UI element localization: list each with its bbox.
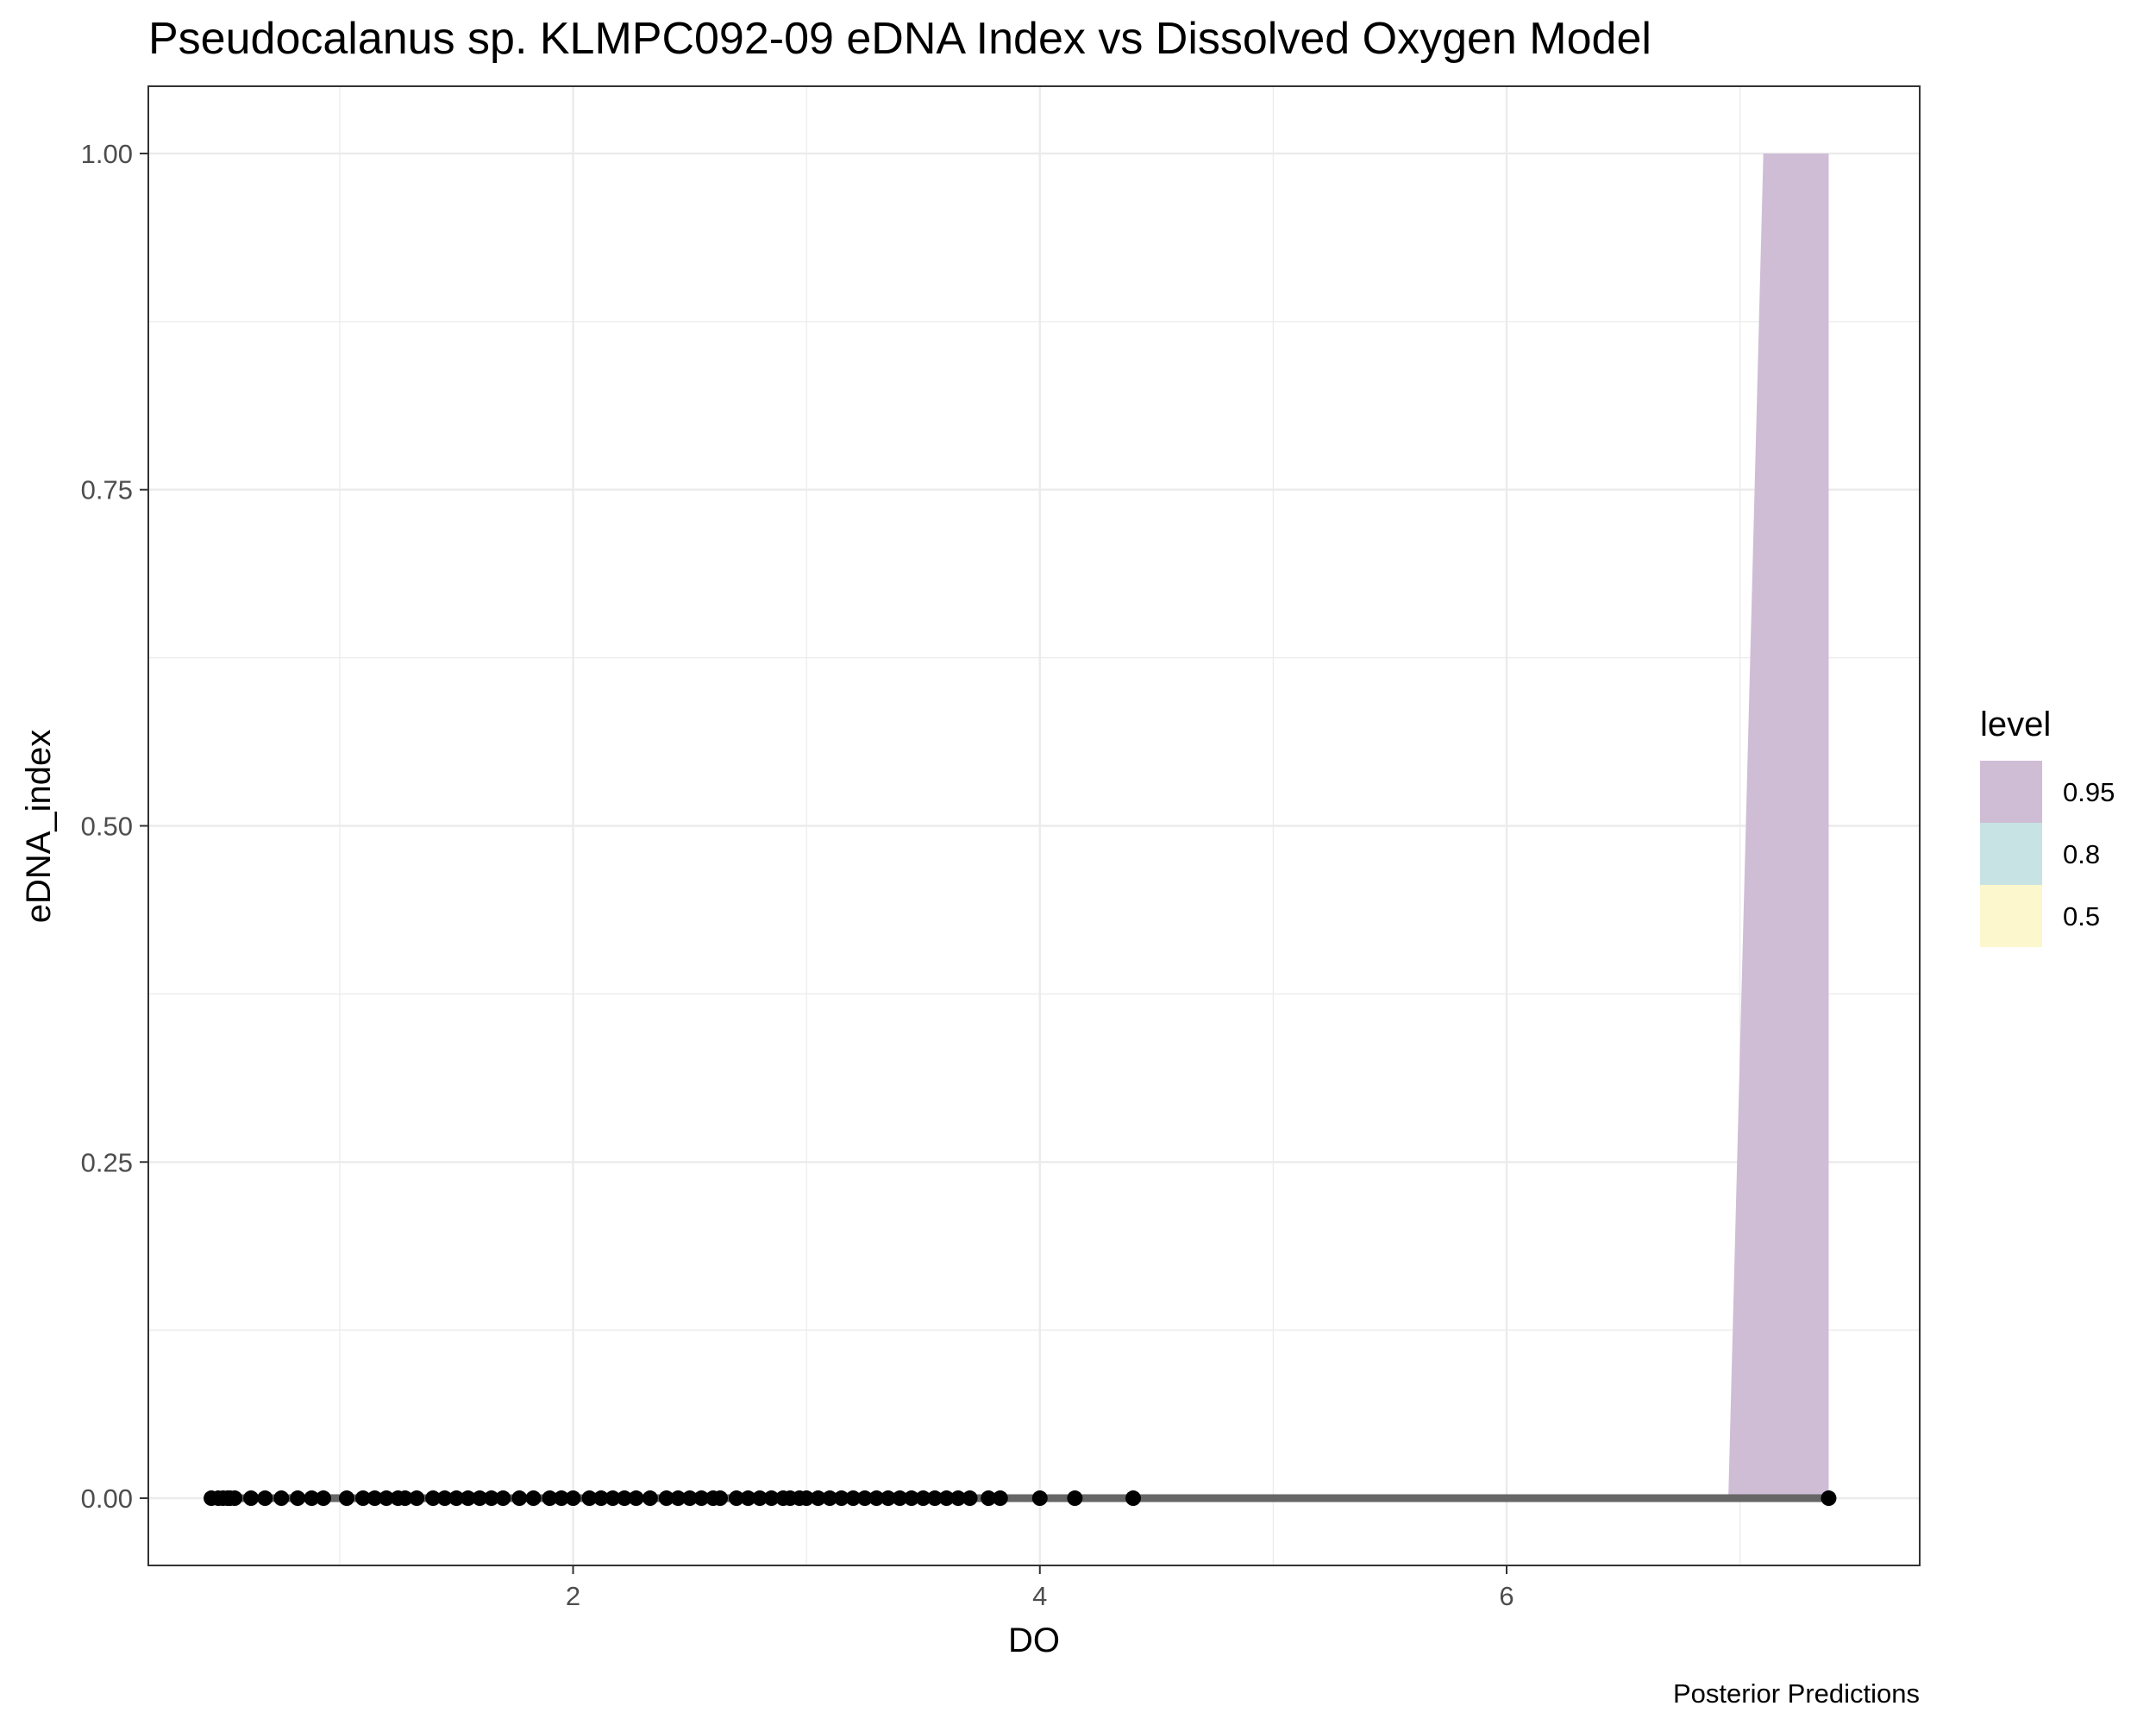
y-tick-label-3: 0.75	[81, 475, 133, 505]
legend: level 0.95 0.8 0.5	[1980, 706, 2115, 947]
chart-title: Pseudocalanus sp. KLMPC092-09 eDNA Index…	[148, 14, 1651, 64]
data-point-22	[460, 1490, 476, 1507]
data-point-19	[425, 1490, 442, 1507]
data-point-46	[763, 1490, 780, 1507]
data-point-25	[495, 1490, 511, 1507]
data-point-35	[628, 1490, 644, 1507]
y-axis-title: eDNA_index	[20, 730, 58, 924]
data-point-66	[992, 1490, 1008, 1507]
data-point-52	[822, 1490, 838, 1507]
plot-panel	[147, 85, 1921, 1566]
x-axis-title: DO	[1008, 1622, 1060, 1659]
data-point-24	[483, 1490, 499, 1507]
data-point-70	[1821, 1490, 1837, 1507]
data-point-40	[693, 1490, 710, 1507]
data-point-12	[339, 1490, 355, 1507]
data-point-45	[752, 1490, 768, 1507]
data-point-62	[938, 1490, 955, 1507]
legend-label-1: 0.8	[2063, 839, 2100, 869]
data-point-10	[304, 1490, 320, 1507]
y-axis-ticks: 0.00 0.25 0.50 0.75 1.00	[81, 139, 148, 1514]
x-tick-label-0: 2	[566, 1581, 580, 1611]
data-point-36	[642, 1490, 658, 1507]
data-point-31	[581, 1490, 598, 1507]
data-point-30	[565, 1490, 581, 1507]
legend-key-2	[1980, 885, 2042, 947]
legend-title: level	[1980, 706, 2051, 743]
legend-label-0: 0.95	[2063, 777, 2115, 807]
data-point-63	[950, 1490, 967, 1507]
x-axis-ticks: 2 4 6	[566, 1565, 1514, 1611]
data-point-69	[1125, 1490, 1142, 1507]
data-point-29	[553, 1490, 569, 1507]
data-point-54	[845, 1490, 862, 1507]
data-point-33	[605, 1490, 621, 1507]
chart-caption: Posterior Predictions	[1673, 1678, 1920, 1709]
y-tick-label-4: 1.00	[81, 139, 133, 169]
data-point-59	[903, 1490, 919, 1507]
data-point-44	[740, 1490, 756, 1507]
data-point-51	[810, 1490, 826, 1507]
data-point-67	[1031, 1490, 1048, 1507]
credible-interval-ribbons	[1728, 153, 1829, 1499]
legend-items: 0.95 0.8 0.5	[1980, 761, 2115, 947]
data-point-14	[367, 1490, 383, 1507]
data-point-6	[243, 1490, 260, 1507]
observed-points	[204, 1490, 1837, 1507]
data-point-20	[436, 1490, 453, 1507]
data-point-5	[227, 1490, 243, 1507]
data-point-13	[354, 1490, 371, 1507]
data-point-7	[257, 1490, 273, 1507]
data-point-9	[290, 1490, 306, 1507]
data-point-39	[681, 1490, 698, 1507]
data-point-55	[856, 1490, 873, 1507]
data-point-17	[397, 1490, 413, 1507]
data-point-58	[892, 1490, 908, 1507]
data-point-57	[880, 1490, 896, 1507]
x-tick-label-1: 4	[1032, 1581, 1047, 1611]
data-point-64	[962, 1490, 978, 1507]
data-point-38	[670, 1490, 686, 1507]
data-point-60	[915, 1490, 931, 1507]
data-point-23	[472, 1490, 488, 1507]
data-point-50	[799, 1490, 815, 1507]
data-point-11	[315, 1490, 331, 1507]
data-point-34	[617, 1490, 633, 1507]
data-point-8	[273, 1490, 290, 1507]
data-point-32	[593, 1490, 610, 1507]
data-point-43	[728, 1490, 744, 1507]
data-point-18	[409, 1490, 425, 1507]
data-point-68	[1067, 1490, 1083, 1507]
data-point-42	[712, 1490, 729, 1507]
y-tick-label-0: 0.00	[81, 1484, 133, 1514]
legend-key-1	[1980, 823, 2042, 885]
y-tick-label-2: 0.50	[81, 812, 133, 842]
data-point-21	[448, 1490, 465, 1507]
data-point-61	[926, 1490, 943, 1507]
data-point-65	[981, 1490, 997, 1507]
ribbon-0-95	[1728, 153, 1829, 1499]
y-tick-label-1: 0.25	[81, 1147, 133, 1177]
data-point-15	[379, 1490, 395, 1507]
data-point-37	[658, 1490, 674, 1507]
data-point-27	[525, 1490, 542, 1507]
legend-label-2: 0.5	[2063, 901, 2100, 932]
data-point-26	[511, 1490, 528, 1507]
legend-key-0	[1980, 761, 2042, 823]
x-tick-label-2: 6	[1499, 1581, 1514, 1611]
data-point-53	[833, 1490, 849, 1507]
data-point-56	[868, 1490, 885, 1507]
data-point-28	[542, 1490, 558, 1507]
